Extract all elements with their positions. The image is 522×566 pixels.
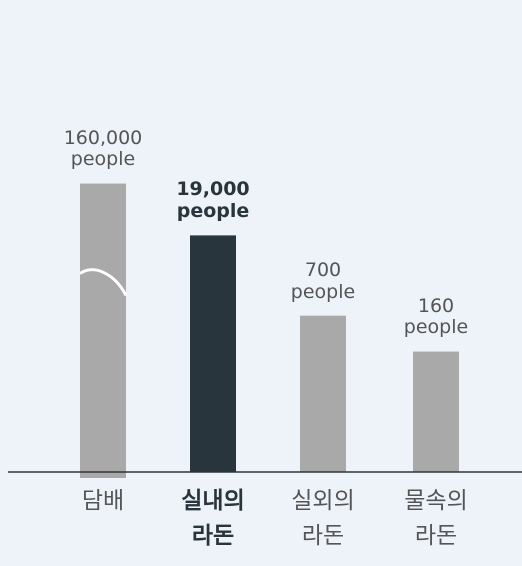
value-label: 160,000 people: [63, 126, 143, 171]
break-mark: [79, 268, 128, 297]
value-label: 160 people: [403, 294, 469, 339]
bar: [80, 183, 126, 478]
x-tick-label: 실외의 라돈: [291, 488, 355, 549]
bar: [413, 351, 459, 472]
bar: [300, 315, 346, 472]
value-label: 19,000 people: [176, 178, 250, 223]
x-tick-label: 실내의 라돈: [181, 488, 245, 549]
x-tick-label: 담배: [81, 488, 125, 514]
x-tick-label: 물속의 라돈: [404, 488, 468, 549]
value-label: 700 people: [290, 258, 356, 303]
bar: [190, 235, 236, 472]
